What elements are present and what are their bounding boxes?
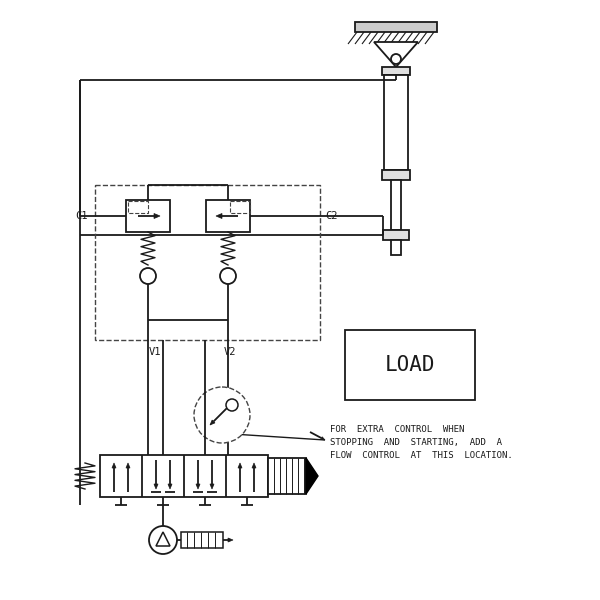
Polygon shape [216, 214, 222, 218]
Circle shape [220, 268, 236, 284]
Bar [384, 75, 408, 170]
Bar [383, 230, 409, 240]
Polygon shape [126, 463, 130, 468]
Bar [206, 200, 250, 232]
Polygon shape [112, 463, 116, 468]
Bar [355, 22, 437, 32]
Polygon shape [228, 538, 233, 542]
Bar [95, 185, 320, 340]
Bar [268, 458, 306, 494]
Bar [345, 330, 475, 400]
Text: V2: V2 [224, 347, 236, 357]
Polygon shape [156, 532, 170, 546]
Polygon shape [168, 484, 172, 489]
Circle shape [140, 268, 156, 284]
Polygon shape [210, 484, 214, 489]
Circle shape [391, 54, 401, 64]
Text: FOR  EXTRA  CONTROL  WHEN
STOPPING  AND  STARTING,  ADD  A
FLOW  CONTROL  AT  TH: FOR EXTRA CONTROL WHEN STOPPING AND STAR… [330, 425, 513, 460]
Polygon shape [210, 420, 215, 425]
Text: C1: C1 [76, 211, 88, 221]
Bar [181, 532, 223, 548]
Polygon shape [154, 214, 160, 218]
Bar [230, 201, 250, 213]
Polygon shape [321, 437, 325, 440]
Polygon shape [252, 463, 256, 468]
Bar [126, 200, 170, 232]
Bar [391, 240, 401, 255]
Bar [100, 455, 268, 497]
Bar [391, 180, 401, 230]
Polygon shape [154, 484, 158, 489]
Polygon shape [238, 463, 242, 468]
Polygon shape [306, 458, 318, 494]
Bar [382, 170, 410, 180]
Circle shape [226, 399, 238, 411]
Text: V1: V1 [149, 347, 161, 357]
Text: LOAD: LOAD [385, 355, 435, 375]
Text: C2: C2 [325, 211, 337, 221]
Circle shape [149, 526, 177, 554]
Polygon shape [196, 484, 200, 489]
Circle shape [194, 387, 250, 443]
Bar [128, 201, 148, 213]
Bar [382, 67, 410, 75]
Polygon shape [374, 42, 418, 67]
